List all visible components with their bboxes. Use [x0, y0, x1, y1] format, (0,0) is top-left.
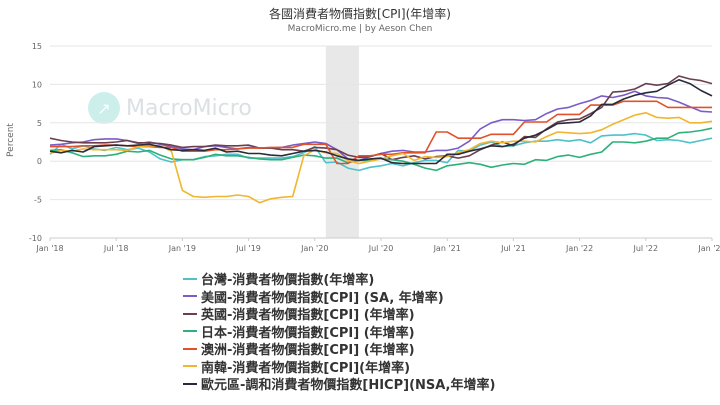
x-tick-label: Jan '19 [168, 244, 196, 253]
y-tick-label: 5 [37, 119, 42, 128]
legend-label: 英國-消費者物價指數[CPI] (年增率) [201, 308, 415, 324]
y-tick-label: -10 [29, 234, 42, 243]
legend-swatch [183, 347, 197, 350]
series-line-1 [49, 132, 713, 172]
chart-title: 各國消費者物價指數[CPI](年增率) [269, 7, 451, 21]
legend-item-6[interactable]: 南韓-消費者物價指數[CPI](年增率) [183, 358, 495, 376]
shaded-region [325, 46, 359, 238]
legend-swatch [183, 277, 197, 280]
chart-subtitle: MacroMicro.me | by Aeson Chen [287, 24, 433, 34]
x-tick-label: Jan '22 [565, 244, 593, 253]
legend-swatch [183, 382, 197, 385]
legend-item-7[interactable]: 歐元區-調和消費者物價指數[HICP](NSA,年增率) [183, 375, 495, 393]
chart-growth-icon: ↗ [88, 92, 120, 124]
legend-swatch [183, 312, 197, 315]
series-line-5 [50, 100, 712, 165]
watermark: ↗ MacroMicro [88, 92, 252, 124]
x-tick-label: Jan '18 [35, 244, 63, 253]
x-tick-label: Jul '21 [500, 244, 526, 253]
y-tick-label: 15 [32, 42, 42, 51]
legend-label: 台灣-消費者物價指數(年增率) [201, 273, 375, 289]
x-tick-label: Jan '21 [433, 244, 461, 253]
y-tick-label: 0 [37, 157, 42, 166]
legend-label: 美國-消費者物價指數[CPI] (SA, 年增率) [201, 290, 444, 306]
watermark-text: MacroMicro [126, 95, 252, 121]
legend-item-1[interactable]: 台灣-消費者物價指數(年增率) [183, 270, 495, 288]
x-tick-label: Jul '18 [103, 244, 129, 253]
legend-label: 日本-消費者物價指數[CPI] (年增率) [201, 325, 415, 341]
legend-item-4[interactable]: 日本-消費者物價指數[CPI] (年增率) [183, 323, 495, 341]
chart-legend: 台灣-消費者物價指數(年增率) 美國-消費者物價指數[CPI] (SA, 年增率)… [183, 270, 495, 393]
legend-item-2[interactable]: 美國-消費者物價指數[CPI] (SA, 年增率) [183, 288, 495, 306]
legend-label: 澳洲-消費者物價指數[CPI] (年增率) [201, 343, 415, 359]
series-line-7 [49, 79, 713, 165]
x-tick-label: Jul '22 [633, 244, 659, 253]
legend-label: 歐元區-調和消費者物價指數[HICP](NSA,年增率) [201, 378, 496, 394]
y-tick-label: -5 [34, 196, 42, 205]
legend-item-5[interactable]: 澳洲-消費者物價指數[CPI] (年增率) [183, 340, 495, 358]
legend-swatch [183, 295, 197, 298]
x-tick-label: Jan '20 [300, 244, 328, 253]
legend-swatch [183, 330, 197, 333]
y-tick-label: 10 [32, 80, 42, 89]
legend-label: 南韓-消費者物價指數[CPI](年增率) [201, 360, 411, 376]
x-tick-label: Jan '23 [697, 244, 720, 253]
legend-item-3[interactable]: 英國-消費者物價指數[CPI] (年增率) [183, 305, 495, 323]
x-tick-label: Jul '19 [235, 244, 261, 253]
legend-swatch [183, 365, 197, 368]
x-tick-label: Jul '20 [368, 244, 394, 253]
